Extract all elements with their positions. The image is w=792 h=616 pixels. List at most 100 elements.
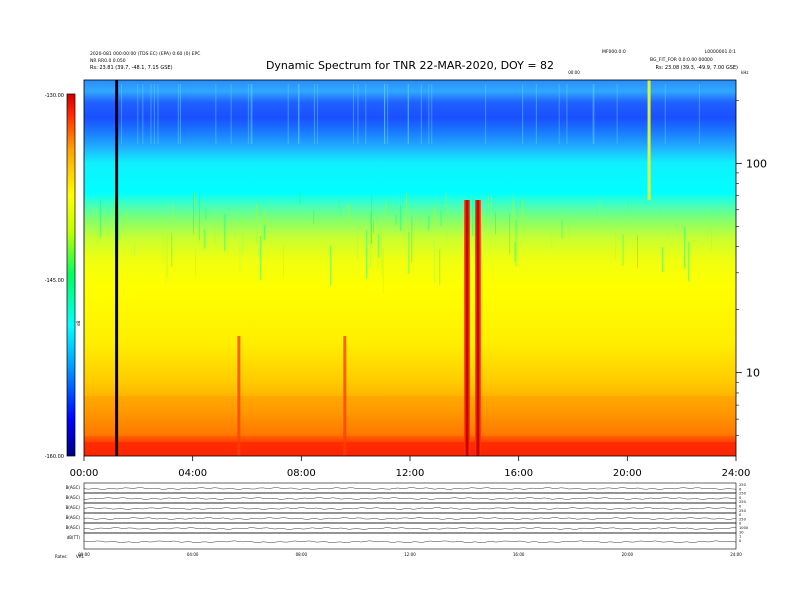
texture-stripe bbox=[330, 245, 332, 286]
spectrogram-background bbox=[84, 80, 736, 456]
texture-stripe bbox=[522, 199, 523, 232]
colorbar bbox=[66, 93, 76, 457]
lower-right-tick-label: 250 bbox=[739, 492, 747, 496]
lower-panel-label: B(AGC) bbox=[66, 505, 81, 510]
texture-stripe bbox=[299, 191, 301, 205]
burst-core bbox=[476, 200, 480, 456]
texture-stripe bbox=[150, 84, 152, 144]
texture-stripe bbox=[117, 212, 119, 241]
texture-stripe bbox=[230, 84, 232, 144]
lower-right-tick-label: 0 bbox=[739, 539, 742, 543]
lower-right-tick-label: 0 bbox=[739, 496, 742, 500]
lower-panel-trace bbox=[83, 517, 737, 520]
lower-panel-trace bbox=[83, 527, 737, 530]
texture-stripe bbox=[242, 221, 244, 255]
texture-stripe bbox=[365, 230, 367, 279]
spectrogram-bursts bbox=[237, 80, 651, 456]
texture-stripe bbox=[365, 84, 367, 144]
texture-stripe bbox=[408, 232, 410, 274]
texture-stripe bbox=[561, 219, 563, 239]
texture-stripe bbox=[260, 235, 262, 281]
colorbar-label: dB bbox=[76, 320, 81, 326]
lowest-frequency-band bbox=[84, 442, 736, 456]
lower-panel-trace bbox=[83, 497, 737, 500]
texture-stripe bbox=[472, 198, 474, 236]
y-tick-label: 10 bbox=[746, 367, 760, 380]
texture-stripe bbox=[264, 225, 265, 241]
texture-stripe bbox=[513, 199, 515, 237]
lower-right-tick-label: 250 bbox=[739, 483, 747, 487]
texture-stripe bbox=[357, 84, 359, 144]
texture-stripe bbox=[509, 213, 511, 254]
texture-stripe bbox=[99, 199, 101, 238]
texture-stripe bbox=[247, 84, 249, 144]
texture-stripe bbox=[535, 84, 537, 144]
x-tick-label: 00:00 bbox=[70, 468, 99, 479]
header-right-line2: L0000001.0:1 bbox=[705, 49, 736, 55]
texture-stripe bbox=[485, 84, 487, 144]
texture-stripe bbox=[593, 84, 595, 144]
lower-right-tick-label: 250 bbox=[739, 500, 747, 504]
texture-stripe bbox=[256, 204, 257, 244]
header-right-line4: Rs: 23.08 (39.3, -49.9, 7.00 GSE) bbox=[655, 65, 738, 71]
lower-right-tick-label: 250 bbox=[739, 509, 747, 513]
texture-stripe bbox=[203, 229, 205, 249]
texture-stripe bbox=[711, 226, 712, 250]
texture-stripe bbox=[400, 205, 401, 232]
texture-stripe bbox=[96, 208, 98, 244]
texture-stripe bbox=[709, 220, 711, 233]
texture-stripe bbox=[162, 216, 164, 265]
lower-panel-frame bbox=[83, 522, 737, 534]
texture-stripe bbox=[490, 195, 492, 222]
texture-stripe bbox=[192, 190, 194, 234]
texture-stripe bbox=[177, 84, 179, 144]
texture-stripe bbox=[616, 84, 618, 144]
texture-stripe bbox=[121, 84, 123, 144]
lower-x-tick-label: 08:00 bbox=[296, 552, 308, 557]
texture-stripe bbox=[166, 233, 168, 278]
texture-stripe bbox=[250, 84, 252, 144]
texture-stripe bbox=[316, 84, 318, 144]
texture-stripe bbox=[440, 209, 442, 226]
lower-right-tick-label: 0 bbox=[739, 513, 742, 517]
texture-stripe bbox=[157, 84, 159, 144]
lower-panel-label: B(AGC) bbox=[66, 525, 81, 530]
texture-stripe bbox=[551, 228, 553, 250]
texture-stripe bbox=[688, 241, 690, 282]
texture-stripe bbox=[445, 191, 447, 215]
lower-right-tick-label: 250 bbox=[739, 517, 747, 521]
texture-stripe bbox=[395, 214, 397, 226]
colorbar-tick-label-top: -130.00 bbox=[45, 93, 64, 99]
texture-stripe bbox=[298, 84, 300, 144]
texture-stripe bbox=[165, 237, 167, 284]
texture-stripe bbox=[137, 84, 139, 144]
texture-stripe bbox=[224, 213, 226, 252]
texture-stripe bbox=[514, 242, 516, 262]
lower-x-tick-label: 12:00 bbox=[404, 552, 416, 557]
y-axis: 100 10 bbox=[736, 99, 767, 437]
texture-stripe bbox=[382, 248, 384, 294]
header-right-line1: MF000.0:0 bbox=[602, 49, 626, 55]
texture-stripe bbox=[384, 84, 386, 144]
texture-stripe bbox=[592, 84, 594, 144]
texture-stripe bbox=[381, 223, 383, 270]
texture-stripe bbox=[446, 224, 448, 239]
texture-stripe bbox=[515, 219, 517, 267]
texture-stripe bbox=[664, 84, 666, 144]
texture-stripe bbox=[662, 246, 664, 273]
texture-stripe bbox=[172, 203, 174, 232]
texture-stripe bbox=[297, 84, 299, 144]
texture-stripe bbox=[599, 198, 601, 215]
texture-stripe bbox=[622, 234, 624, 266]
header-right-line3: BG_FIT_FOR 0.0:0.00 00000 bbox=[650, 57, 713, 63]
texture-stripe bbox=[251, 84, 253, 144]
lower-panel-trace bbox=[83, 540, 737, 544]
texture-stripe bbox=[287, 84, 289, 144]
texture-stripe bbox=[434, 206, 435, 231]
burst-mark bbox=[647, 80, 651, 200]
lower-panels: B(AGC)B(AGC)B(AGC)B(AGC)B(AGC)dB(TT)2500… bbox=[66, 482, 749, 557]
texture-stripe bbox=[566, 84, 568, 144]
texture-stripe bbox=[214, 221, 216, 245]
colorbar-tick-label-bottom: -160.00 bbox=[45, 454, 64, 460]
